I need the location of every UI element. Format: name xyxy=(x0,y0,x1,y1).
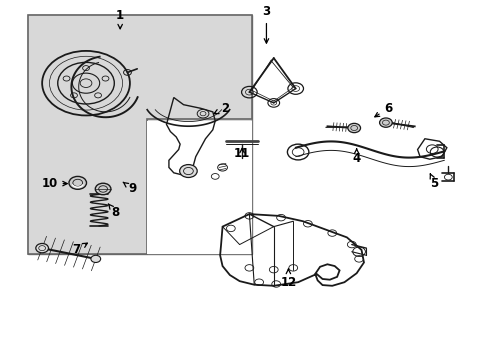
Text: 6: 6 xyxy=(374,102,392,117)
Circle shape xyxy=(36,243,48,253)
Text: 10: 10 xyxy=(41,177,67,190)
Text: 5: 5 xyxy=(429,174,438,190)
Bar xyxy=(147,121,251,253)
Text: 2: 2 xyxy=(214,102,228,115)
Text: 4: 4 xyxy=(352,149,360,165)
Text: 8: 8 xyxy=(108,204,119,219)
Circle shape xyxy=(91,255,101,262)
Text: 12: 12 xyxy=(280,269,296,289)
Circle shape xyxy=(379,118,391,127)
Bar xyxy=(27,15,251,253)
Text: 11: 11 xyxy=(233,147,250,159)
Circle shape xyxy=(95,183,111,195)
Text: 1: 1 xyxy=(116,9,124,29)
Circle shape xyxy=(347,123,360,133)
Text: 3: 3 xyxy=(262,5,270,43)
Text: 7: 7 xyxy=(72,243,87,256)
Text: 9: 9 xyxy=(123,182,136,195)
Circle shape xyxy=(179,165,197,177)
Circle shape xyxy=(69,176,86,189)
Polygon shape xyxy=(27,15,251,253)
